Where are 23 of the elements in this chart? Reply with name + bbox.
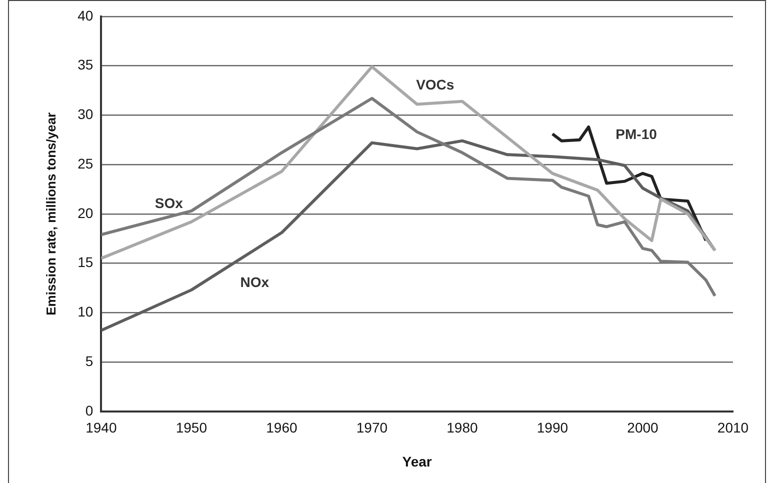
series-label: PM-10 [616, 126, 658, 142]
x-tick-label: 1960 [266, 420, 298, 436]
y-tick-label: 20 [78, 204, 94, 221]
x-tick-label: 1980 [446, 420, 478, 436]
y-tick-label: 5 [85, 352, 94, 369]
y-tick-label: 10 [78, 304, 94, 320]
y-tick-label: 35 [78, 56, 94, 73]
series-label: SOx [154, 194, 184, 211]
x-tick-label: 1990 [536, 420, 568, 436]
x-tick-label: 1950 [176, 420, 208, 436]
x-tick-label: 2000 [627, 420, 659, 436]
y-tick-label: 40 [78, 7, 94, 24]
x-tick-label: 2010 [717, 420, 749, 436]
y-tick-label: 30 [78, 106, 94, 122]
x-tick-label: 1970 [356, 420, 388, 436]
x-axis-title: Year [402, 453, 432, 470]
series-label: NOx [240, 274, 270, 290]
y-axis-title: Emission rate, millions tons/year [43, 112, 58, 316]
y-tick-label: 0 [85, 402, 94, 418]
y-tick-label: 25 [78, 155, 94, 172]
y-tick-label: 15 [78, 254, 94, 270]
x-tick-label: 1940 [86, 420, 117, 436]
series-label: VOCs [416, 76, 454, 92]
